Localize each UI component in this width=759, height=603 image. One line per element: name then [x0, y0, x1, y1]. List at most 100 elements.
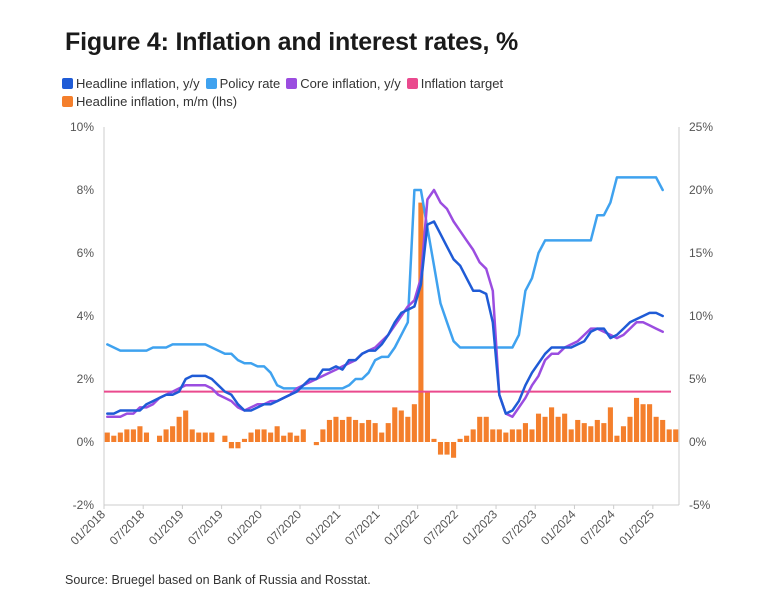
bar-headline-mm: [477, 416, 483, 442]
left-tick-label: -2%: [73, 498, 95, 512]
bar-headline-mm: [274, 426, 280, 442]
left-tick-label: 0%: [77, 435, 95, 449]
bar-headline-mm: [353, 419, 359, 442]
legend-target: Inflation target: [406, 75, 504, 91]
bar-headline-mm: [366, 419, 372, 442]
bar-headline-mm: [568, 429, 574, 442]
legend-policy-rate: Policy rate: [205, 75, 281, 91]
right-tick-label: 5%: [689, 372, 707, 386]
bar-headline-mm: [398, 410, 404, 442]
bar-headline-mm: [313, 442, 319, 446]
bar-headline-mm: [431, 438, 437, 442]
legend-label-target: Inflation target: [420, 75, 504, 91]
bar-headline-mm: [627, 416, 633, 442]
bar-headline-mm: [346, 416, 352, 442]
bar-headline-mm: [379, 432, 385, 442]
bar-headline-mm: [326, 419, 332, 442]
source-note: Source: Bruegel based on Bank of Russia …: [65, 573, 371, 587]
right-tick-label: 10%: [689, 309, 713, 323]
bar-headline-mm: [183, 410, 189, 442]
bar-headline-mm: [320, 429, 326, 442]
bar-headline-mm: [653, 416, 659, 442]
bar-headline-mm: [588, 426, 594, 442]
bar-headline-mm: [594, 419, 600, 442]
bar-headline-mm: [418, 202, 424, 442]
legend-headline-mm: Headline inflation, m/m (lhs): [62, 94, 237, 109]
bar-headline-mm: [535, 413, 542, 442]
right-tick-label: 25%: [689, 120, 713, 134]
legend-label-headline-mm: Headline inflation, m/m (lhs): [76, 93, 238, 109]
legend-swatch-target: [406, 77, 418, 89]
bar-headline-mm: [542, 416, 548, 442]
bar-headline-mm: [255, 429, 261, 442]
bar-headline-mm: [581, 423, 587, 442]
x-tick-label: 01/2023: [460, 507, 501, 548]
chart-title: Figure 4: Inflation and interest rates, …: [65, 28, 518, 56]
bar-headline-mm: [405, 416, 411, 442]
left-tick-label: 2%: [77, 372, 95, 386]
bar-headline-mm: [196, 432, 202, 442]
left-tick-label: 4%: [77, 309, 95, 323]
legend-headline-yy: Headline inflation, y/y: [62, 76, 200, 91]
legend-label-core-yy: Core inflation, y/y: [300, 75, 401, 91]
bar-headline-mm: [287, 432, 293, 442]
x-tick-label: 07/2018: [107, 507, 148, 548]
bar-headline-mm: [509, 429, 515, 442]
bar-headline-mm: [464, 435, 470, 442]
legend-swatch-headline-yy: [62, 77, 73, 89]
bar-headline-mm: [457, 438, 463, 442]
legend-swatch-headline-mm: [62, 95, 73, 107]
right-tick-label: 15%: [689, 246, 713, 260]
bar-headline-mm: [261, 429, 267, 442]
bar-headline-mm: [444, 442, 450, 455]
right-tick-label: 20%: [689, 183, 713, 197]
bar-headline-mm: [607, 407, 613, 442]
x-tick-label: 01/2024: [538, 507, 579, 548]
bar-headline-mm: [359, 423, 365, 442]
bar-headline-mm: [496, 429, 502, 442]
bar-headline-mm: [522, 423, 528, 442]
x-tick-label: 07/2019: [185, 507, 226, 548]
legend-swatch-policy-rate: [205, 77, 217, 89]
bar-headline-mm: [392, 407, 398, 442]
bar-headline-mm: [170, 426, 176, 442]
x-tick-label: 01/2025: [616, 507, 657, 548]
bar-headline-mm: [248, 432, 254, 442]
x-tick-label: 01/2020: [224, 507, 265, 548]
bar-headline-mm: [516, 429, 522, 442]
bar-headline-mm: [490, 429, 496, 442]
bar-headline-mm: [137, 426, 143, 442]
left-tick-label: 6%: [77, 246, 95, 260]
line-core-inflation: [106, 188, 664, 419]
bar-headline-mm: [130, 429, 136, 442]
bar-headline-mm: [633, 397, 640, 442]
right-tick-label: 0%: [689, 435, 707, 449]
bar-headline-mm: [385, 423, 391, 442]
legend-swatch-core-yy: [286, 77, 298, 89]
x-tick-label: 07/2023: [499, 507, 540, 548]
legend-label-policy-rate: Policy rate: [219, 75, 281, 91]
chart-legend: Headline inflation, y/y Policy rate Core…: [62, 74, 622, 110]
bar-headline-mm: [673, 429, 679, 442]
bar-headline-mm: [555, 416, 561, 442]
bar-headline-mm: [372, 423, 378, 442]
bar-headline-mm: [483, 416, 489, 442]
bar-headline-mm: [111, 435, 117, 442]
bar-headline-mm: [300, 429, 306, 442]
x-tick-label: 07/2020: [264, 507, 305, 548]
legend-label-headline-yy: Headline inflation, y/y: [76, 75, 200, 91]
bar-headline-mm: [222, 435, 228, 442]
bar-headline-mm: [503, 432, 509, 442]
x-tick-label: 07/2022: [420, 507, 461, 548]
bar-headline-mm: [620, 426, 627, 442]
bar-headline-mm: [470, 429, 476, 442]
bar-headline-mm: [451, 442, 457, 458]
x-tick-label: 01/2021: [303, 507, 344, 548]
bar-headline-mm: [228, 442, 234, 449]
bar-headline-mm: [411, 404, 417, 442]
bar-headline-mm: [562, 413, 568, 442]
bar-headline-mm: [575, 419, 581, 442]
bar-headline-mm: [202, 432, 208, 442]
x-tick-label: 01/2018: [68, 507, 109, 548]
